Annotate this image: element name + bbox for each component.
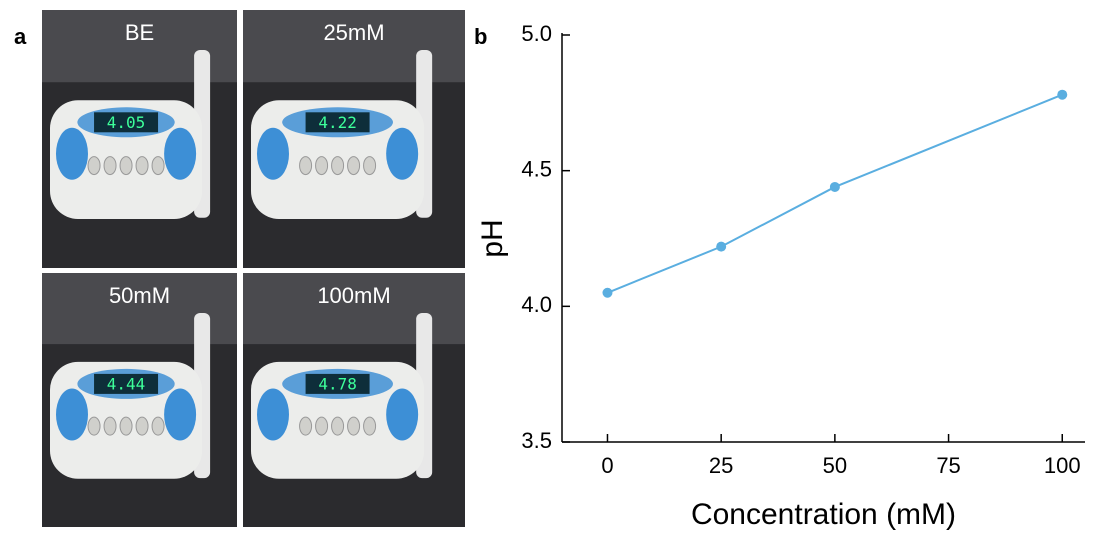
x-tick-label: 75 xyxy=(936,453,960,478)
button xyxy=(347,416,361,436)
speaker xyxy=(56,388,88,441)
photo-label: BE xyxy=(125,20,154,45)
display-reading: 4.05 xyxy=(107,113,146,132)
display xyxy=(305,373,370,394)
display-reading: 4.44 xyxy=(107,374,146,393)
data-point xyxy=(829,181,840,192)
photo-label: 100mM xyxy=(317,283,390,308)
button xyxy=(119,416,133,436)
x-axis-title: Concentration (mM) xyxy=(691,498,956,531)
speaker xyxy=(386,388,419,441)
y-tick-label: 5.0 xyxy=(521,21,552,46)
button xyxy=(331,416,345,436)
speaker xyxy=(56,127,88,180)
button xyxy=(135,416,149,436)
button xyxy=(347,156,361,176)
data-point xyxy=(1057,89,1068,100)
y-tick-label: 3.5 xyxy=(521,428,552,453)
speaker xyxy=(164,388,197,441)
button xyxy=(363,416,377,436)
display xyxy=(305,112,370,133)
button xyxy=(315,156,329,176)
display-reading: 4.78 xyxy=(318,374,357,393)
button xyxy=(135,156,149,176)
data-point xyxy=(716,241,727,252)
photo-label: 50mM xyxy=(109,283,170,308)
photo-label: 25mM xyxy=(323,20,384,45)
button xyxy=(87,416,101,436)
button xyxy=(299,156,313,176)
speaker xyxy=(257,127,289,180)
button xyxy=(87,156,101,176)
y-tick-label: 4.0 xyxy=(521,292,552,317)
button xyxy=(103,156,117,176)
button xyxy=(331,156,345,176)
display xyxy=(94,373,159,394)
speaker xyxy=(386,127,419,180)
display xyxy=(94,112,159,133)
button xyxy=(151,156,165,176)
speaker xyxy=(257,388,289,441)
button xyxy=(299,416,313,436)
panel-label: a xyxy=(14,24,27,49)
x-tick-label: 0 xyxy=(601,453,613,478)
y-tick-label: 4.5 xyxy=(521,156,552,181)
speaker xyxy=(164,127,197,180)
button xyxy=(315,416,329,436)
data-point xyxy=(602,287,613,298)
x-tick-label: 25 xyxy=(709,453,733,478)
button xyxy=(363,156,377,176)
button xyxy=(151,416,165,436)
panel-label: b xyxy=(474,24,487,49)
y-axis-title: pH xyxy=(476,219,509,257)
x-tick-label: 50 xyxy=(823,453,847,478)
x-tick-label: 100 xyxy=(1044,453,1081,478)
button xyxy=(103,416,117,436)
display-reading: 4.22 xyxy=(318,113,357,132)
button xyxy=(119,156,133,176)
data-line xyxy=(607,93,1063,294)
